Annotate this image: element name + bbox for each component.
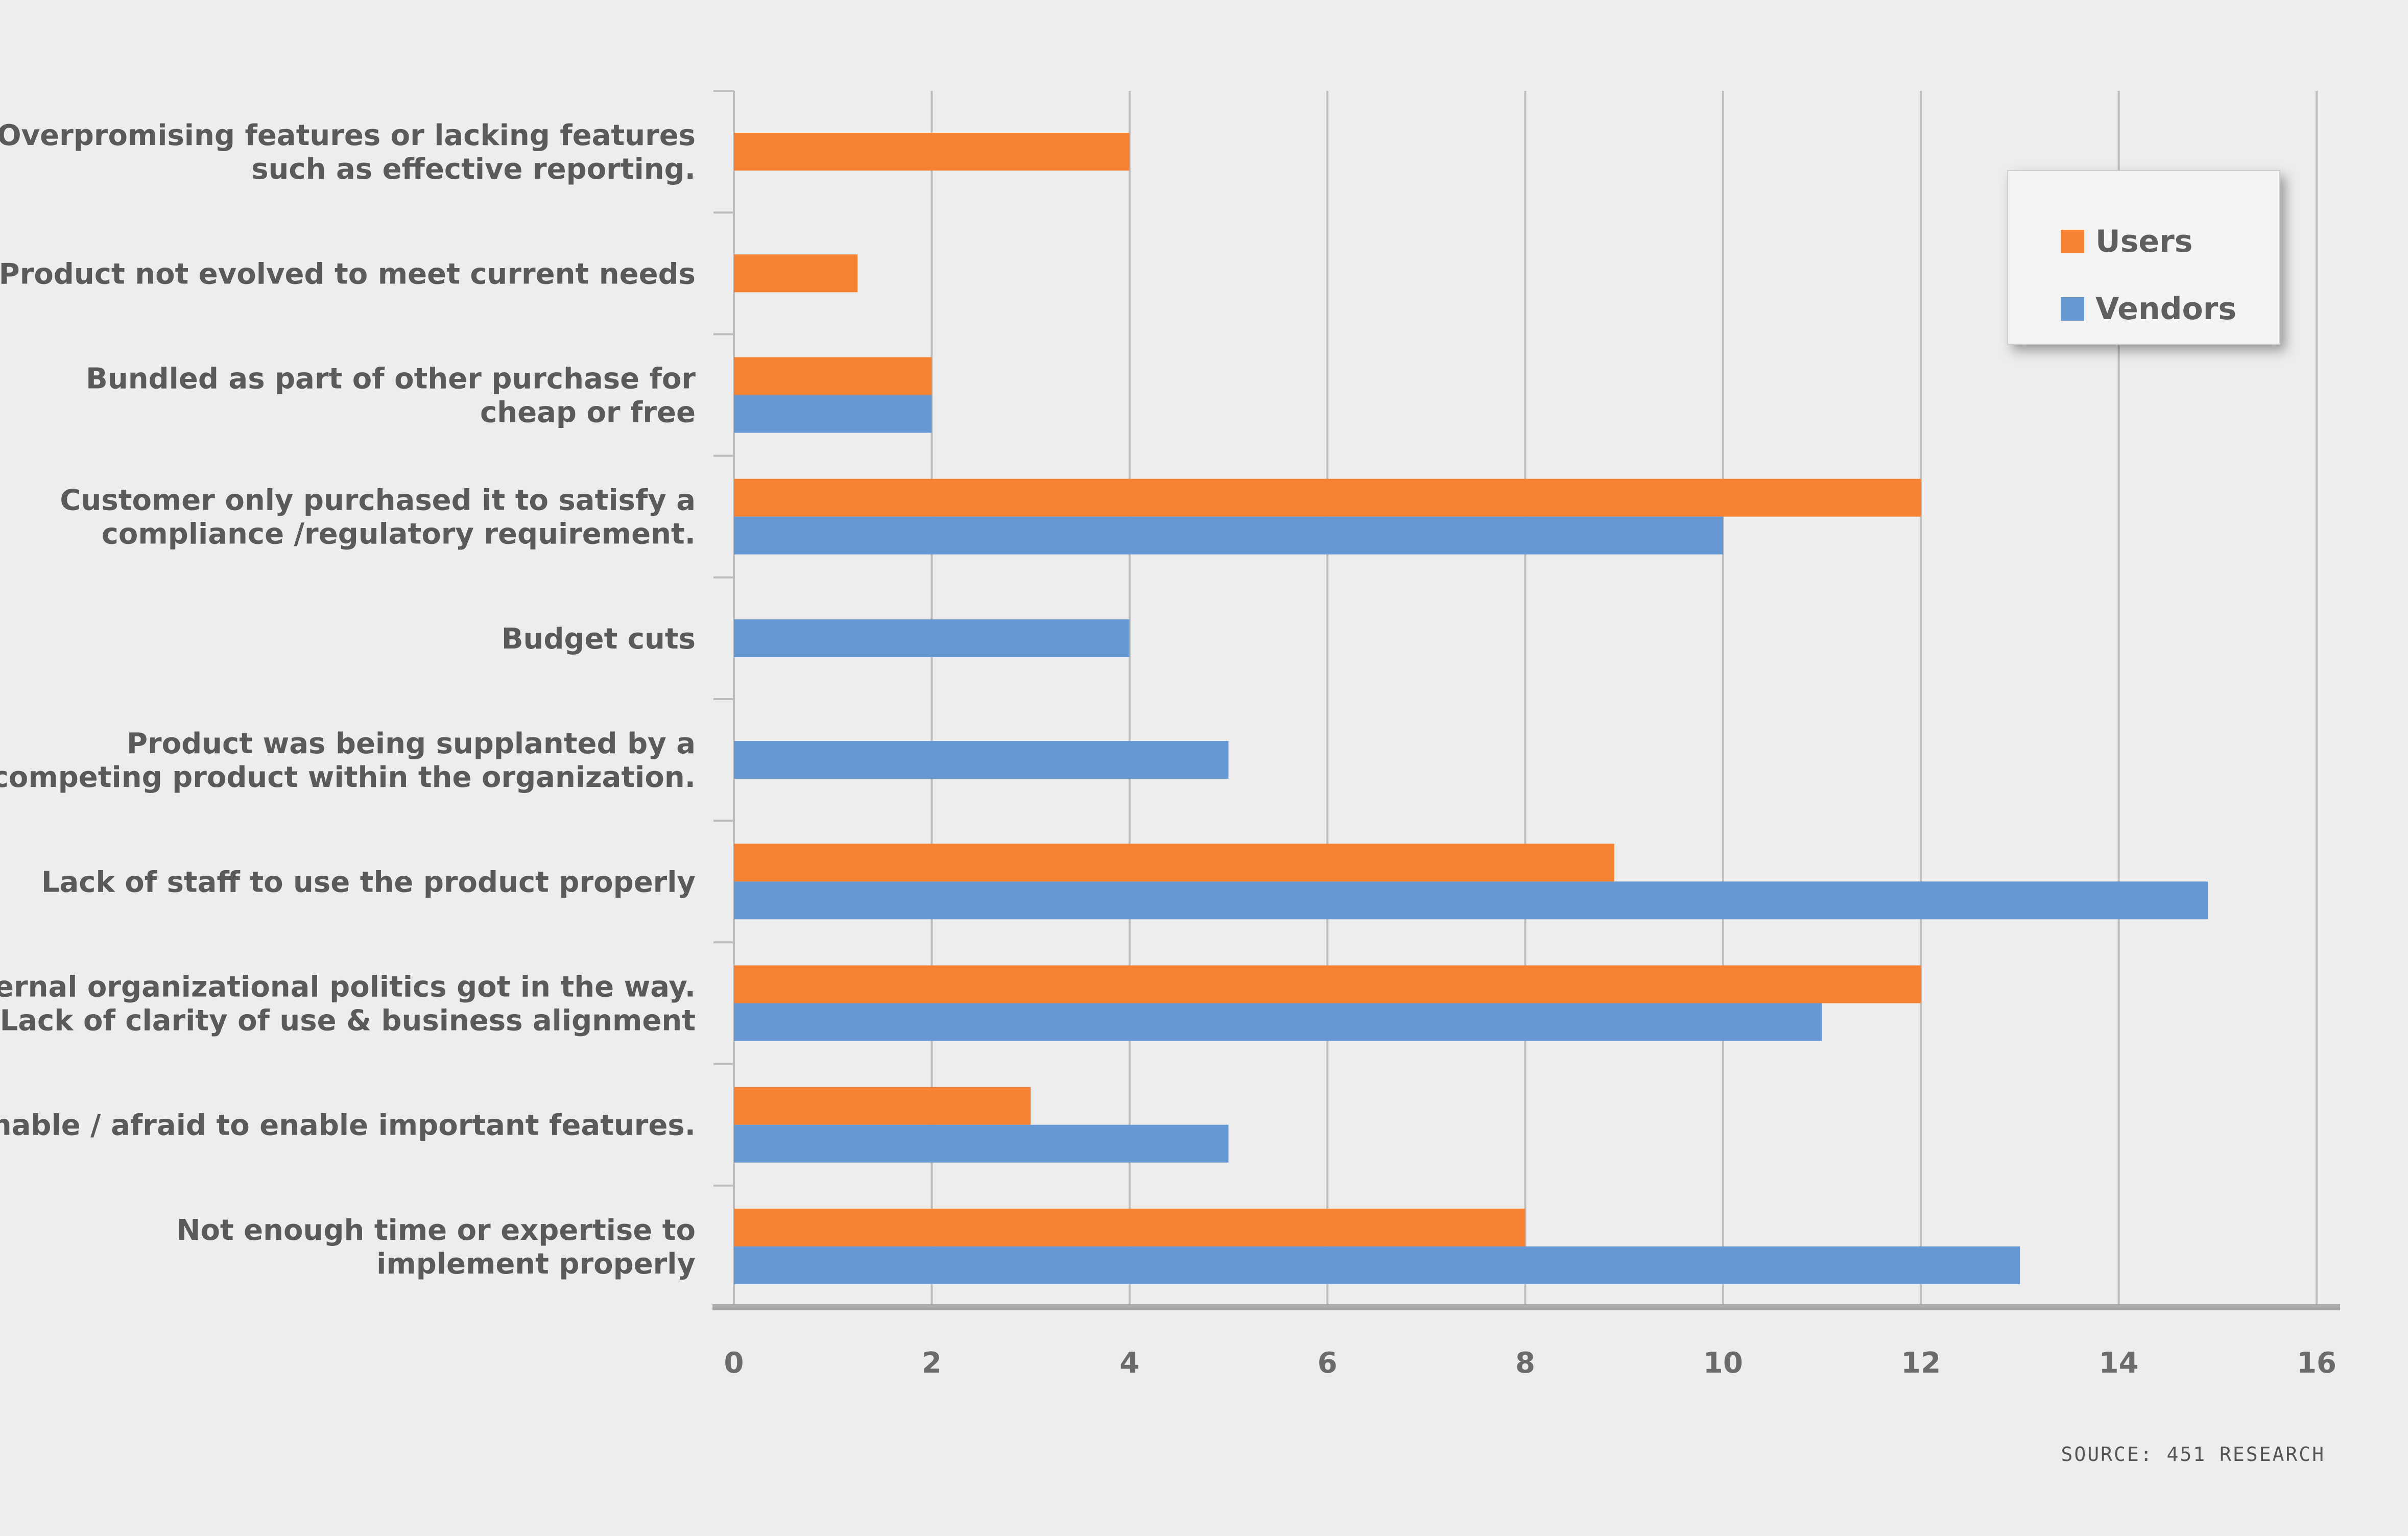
category-label-line: such as effective reporting. (251, 153, 696, 186)
category-label-7: Internal organizational politics got in … (0, 971, 696, 1038)
x-tick-label-14: 14 (2099, 1347, 2139, 1380)
bar-vendors-5 (734, 741, 1229, 779)
bar-users-0 (734, 133, 1130, 171)
legend-item-users: Users (2061, 226, 2192, 257)
category-label-line: compliance /regulatory requirement. (102, 518, 696, 551)
category-label-line: Lack of staff to use the product properl… (41, 866, 696, 899)
category-label-8: Unable / afraid to enable important feat… (0, 1109, 696, 1142)
category-label-line: Bundled as part of other purchase for (86, 363, 696, 396)
category-labels: Overpromising features or lacking featur… (0, 119, 696, 1281)
source-note: SOURCE: 451 RESEARCH (2061, 1443, 2325, 1466)
x-tick-label-4: 4 (1119, 1347, 1139, 1380)
bar-users-3 (734, 478, 1921, 517)
legend-item-vendors: Vendors (2061, 294, 2236, 324)
category-label-line: Budget cuts (502, 622, 696, 656)
category-label-2: Bundled as part of other purchase for che… (86, 363, 696, 429)
bar-users-6 (734, 844, 1614, 882)
category-label-6: Lack of staff to use the product properl… (41, 866, 696, 899)
bars (734, 133, 2208, 1284)
bar-vendors-8 (734, 1124, 1229, 1163)
category-label-line: Overpromising features or lacking featur… (0, 119, 696, 152)
category-label-0: Overpromising features or lacking featur… (0, 119, 696, 186)
category-label-line: Not enough time or expertise to (177, 1214, 696, 1247)
category-label-line: competing product within the organizatio… (0, 761, 696, 794)
bar-vendors-6 (734, 881, 2208, 920)
x-tick-label-8: 8 (1515, 1347, 1535, 1380)
category-label-line: Customer only purchased it to satisfy a (60, 484, 696, 517)
x-tick-label-0: 0 (724, 1347, 744, 1380)
category-label-line: Lack of clarity of use & business alignm… (0, 1004, 696, 1038)
bar-users-1 (734, 254, 858, 293)
x-tick-label-12: 12 (1901, 1347, 1941, 1380)
legend-label-vendors: Vendors (2095, 291, 2237, 327)
x-axis: 0 2 4 6 8 10 12 14 16 (712, 1304, 2340, 1380)
bar-vendors-4 (734, 619, 1130, 657)
category-label-line: Internal organizational politics got in … (0, 971, 696, 1004)
legend-swatch-users (2061, 230, 2084, 253)
category-label-9: Not enough time or expertise to implement… (177, 1214, 696, 1281)
category-label-5: Product was being supplanted by a competi… (0, 727, 696, 794)
bar-vendors-3 (734, 516, 1723, 555)
bar-vendors-7 (734, 1003, 1822, 1041)
category-label-line: Product was being supplanted by a (127, 727, 696, 760)
bar-users-7 (734, 965, 1921, 1003)
category-label-line: Product not evolved to meet current need… (0, 257, 696, 291)
category-label-line: cheap or free (480, 396, 696, 429)
bar-users-2 (734, 357, 932, 395)
bar-users-9 (734, 1208, 1525, 1246)
bar-vendors-9 (734, 1246, 2020, 1284)
bar-vendors-2 (734, 395, 932, 433)
category-label-1: Product not evolved to meet current need… (0, 257, 696, 291)
bar-users-8 (734, 1087, 1031, 1125)
category-label-line: implement properly (376, 1247, 696, 1281)
x-tick-label-6: 6 (1318, 1347, 1338, 1380)
legend-swatch-vendors (2061, 297, 2084, 321)
legend-label-users: Users (2095, 224, 2193, 259)
category-label-4: Budget cuts (502, 622, 696, 656)
legend: Users Vendors (2007, 170, 2280, 345)
category-label-line: Unable / afraid to enable important feat… (0, 1109, 696, 1142)
x-tick-label-2: 2 (922, 1347, 942, 1380)
x-tick-label-16: 16 (2297, 1347, 2337, 1380)
x-tick-label-10: 10 (1703, 1347, 1743, 1380)
